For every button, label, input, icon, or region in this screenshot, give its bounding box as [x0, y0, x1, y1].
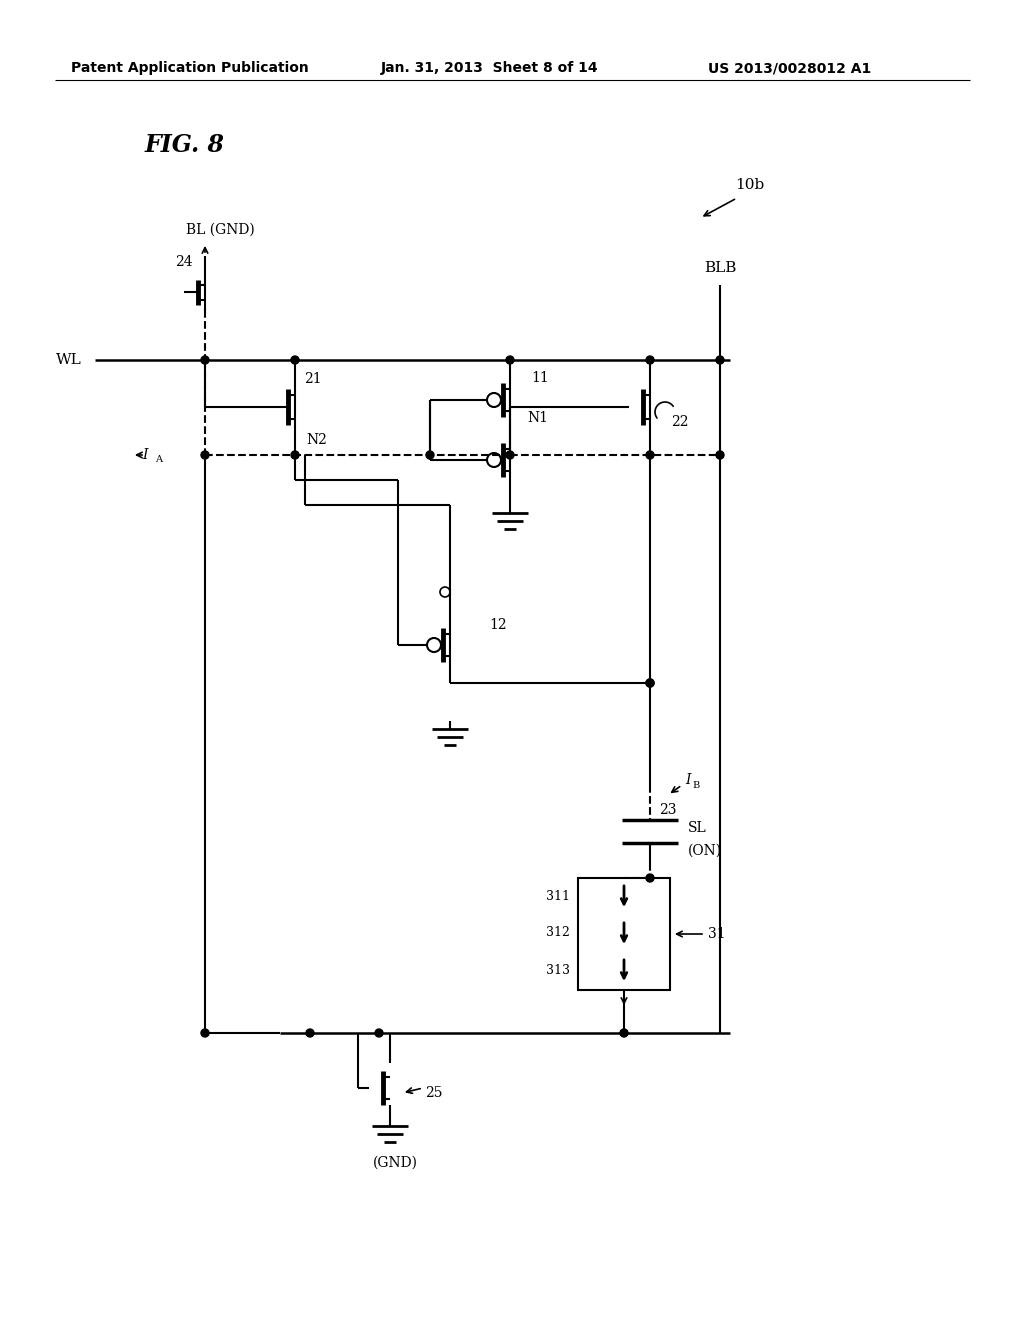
Circle shape — [201, 451, 209, 459]
Circle shape — [646, 874, 654, 882]
Text: 25: 25 — [425, 1086, 442, 1100]
Text: 21: 21 — [304, 372, 322, 385]
Text: 22: 22 — [672, 414, 689, 429]
Text: A: A — [155, 454, 162, 463]
Circle shape — [201, 356, 209, 364]
Text: 11: 11 — [531, 371, 549, 385]
Circle shape — [620, 1030, 628, 1038]
Text: 12: 12 — [489, 618, 507, 632]
Circle shape — [291, 451, 299, 459]
Circle shape — [646, 678, 654, 686]
Text: WL: WL — [56, 352, 82, 367]
Circle shape — [201, 1030, 209, 1038]
Text: 10b: 10b — [735, 178, 764, 191]
Text: BLB: BLB — [703, 261, 736, 275]
Circle shape — [716, 451, 724, 459]
Circle shape — [426, 451, 434, 459]
Circle shape — [306, 1030, 314, 1038]
Text: 313: 313 — [546, 964, 570, 977]
Text: FIG. 8: FIG. 8 — [145, 133, 225, 157]
Text: 312: 312 — [546, 927, 570, 940]
Text: 311: 311 — [546, 890, 570, 903]
Circle shape — [506, 356, 514, 364]
Text: Patent Application Publication: Patent Application Publication — [71, 61, 309, 75]
Text: I: I — [685, 774, 690, 787]
Circle shape — [716, 356, 724, 364]
Text: 24: 24 — [175, 255, 193, 269]
Circle shape — [646, 356, 654, 364]
Text: N2: N2 — [306, 433, 328, 447]
Text: US 2013/0028012 A1: US 2013/0028012 A1 — [709, 61, 871, 75]
Circle shape — [506, 451, 514, 459]
Circle shape — [375, 1030, 383, 1038]
Text: 23: 23 — [659, 803, 677, 817]
Circle shape — [291, 356, 299, 364]
Text: N1: N1 — [527, 411, 549, 425]
Text: B: B — [692, 781, 699, 791]
Bar — [578, 878, 670, 990]
Text: (GND): (GND) — [373, 1156, 418, 1170]
Text: 31: 31 — [708, 927, 726, 941]
Text: I: I — [142, 447, 148, 462]
Text: Jan. 31, 2013  Sheet 8 of 14: Jan. 31, 2013 Sheet 8 of 14 — [381, 61, 599, 75]
Text: BL (GND): BL (GND) — [185, 223, 254, 238]
Text: (ON): (ON) — [688, 843, 722, 858]
Text: SL: SL — [688, 821, 707, 836]
Circle shape — [646, 451, 654, 459]
Circle shape — [646, 678, 654, 686]
